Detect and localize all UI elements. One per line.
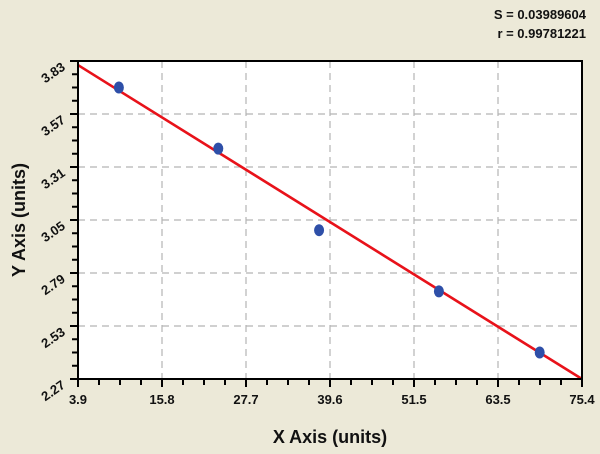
y-tick-label: 2.79 (38, 271, 67, 298)
x-tick-label: 75.4 (569, 392, 595, 407)
s-value: S = 0.03989604 (493, 7, 586, 22)
y-tick-label: 3.83 (38, 59, 67, 86)
x-tick-label: 3.9 (69, 392, 87, 407)
data-point (213, 142, 224, 155)
data-point (534, 346, 545, 359)
x-tick-label: 27.7 (233, 392, 258, 407)
x-tick-label: 39.6 (317, 392, 342, 407)
x-tick-labels: 3.9 15.8 27.7 39.6 51.5 63.5 75.4 (69, 392, 595, 407)
data-point (113, 81, 124, 94)
x-tick-label: 51.5 (401, 392, 426, 407)
y-axis-title: Y Axis (units) (9, 163, 29, 277)
y-tick-labels: 2.27 2.53 2.79 3.05 3.31 3.57 3.83 (38, 59, 67, 404)
fit-line (77, 63, 583, 381)
regression-line (77, 63, 583, 381)
fit-statistics: S = 0.03989604 r = 0.99781221 (494, 5, 586, 43)
data-points (113, 81, 545, 359)
x-tick-label: 15.8 (149, 392, 174, 407)
data-point (433, 285, 444, 298)
data-point (314, 224, 325, 237)
x-axis-title: X Axis (units) (273, 427, 387, 447)
y-tick-label: 3.05 (38, 218, 67, 245)
y-tick-label: 2.53 (38, 324, 67, 351)
x-tick-label: 63.5 (485, 392, 510, 407)
y-tick-label: 3.31 (38, 165, 67, 192)
r-value: r = 0.99781221 (497, 26, 586, 41)
axis-ticks (70, 60, 583, 387)
y-tick-label: 3.57 (38, 112, 67, 139)
y-tick-label: 2.27 (38, 377, 67, 404)
